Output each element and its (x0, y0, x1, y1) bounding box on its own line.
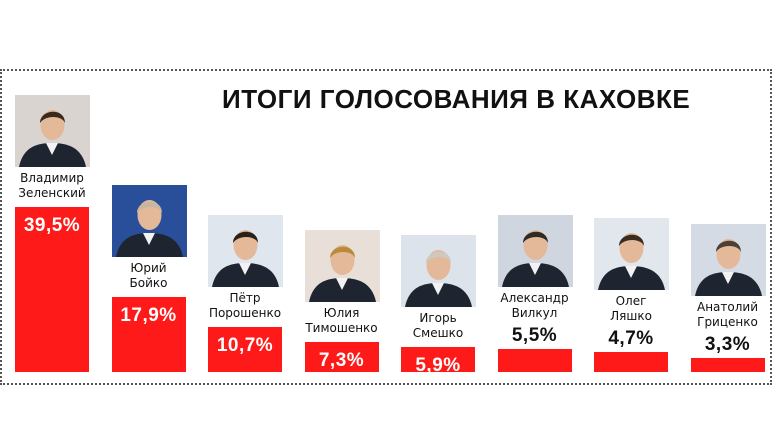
candidate-photo (15, 95, 90, 167)
value-label: 17,9% (120, 305, 177, 327)
candidate-name: Александр Вилкул (500, 291, 569, 321)
value-label: 7,3% (318, 349, 365, 371)
value-label: 3,3% (704, 334, 751, 356)
candidate-photo (594, 218, 669, 291)
value-label: 4,7% (608, 328, 654, 350)
bar (401, 347, 475, 372)
candidate-photo (497, 215, 573, 288)
bar (208, 327, 282, 372)
portrait-silhouette (401, 235, 476, 308)
candidate-name: Анатолий Гриценко (696, 300, 758, 330)
portrait-silhouette (208, 215, 283, 288)
candidate-photo (690, 224, 766, 297)
candidate-photo (401, 235, 476, 308)
bar (594, 352, 668, 372)
bar (690, 358, 765, 372)
bar (497, 349, 572, 372)
portrait-silhouette (497, 215, 573, 288)
candidate-name: Пётр Порошенко (208, 291, 282, 321)
value-label: 10,7% (216, 335, 274, 357)
portrait-silhouette (15, 95, 90, 167)
bar (304, 341, 379, 372)
candidate-name: Игорь Смешко (412, 311, 464, 341)
candidate-photo (111, 185, 187, 258)
candidate-name: Владимир Зеленский (18, 171, 86, 200)
bar (15, 207, 89, 372)
portrait-silhouette (111, 185, 187, 258)
portrait-silhouette (304, 229, 380, 302)
portrait-silhouette (690, 224, 766, 297)
value-label: 5,5% (511, 325, 558, 347)
bar (111, 297, 186, 372)
chart-title: ИТОГИ ГОЛОСОВАНИЯ В КАХОВКЕ (222, 84, 691, 114)
value-label: 39,5% (23, 215, 81, 236)
value-label: 5,9% (415, 355, 461, 377)
candidate-photo (304, 229, 380, 302)
candidate-photo (208, 215, 283, 288)
candidate-name: Юлия Тимошенко (305, 305, 378, 335)
portrait-silhouette (594, 218, 669, 291)
candidate-name: Олег Ляшко (610, 294, 652, 324)
candidate-name: Юрий Бойко (129, 261, 168, 291)
